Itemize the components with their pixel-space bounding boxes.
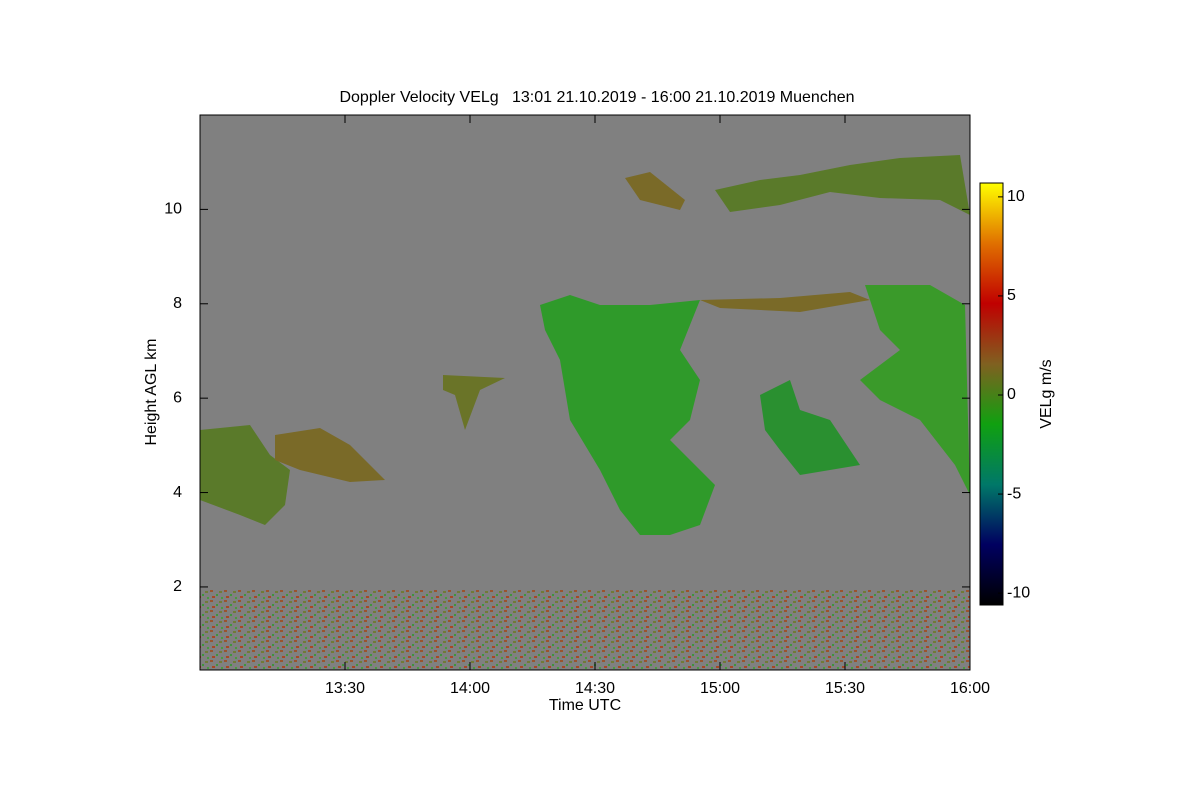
colorbar-tick-label: -5: [1007, 485, 1021, 502]
y-tick-label: 4: [173, 484, 182, 501]
x-tick-label: 15:30: [825, 680, 865, 697]
y-tick-label: 10: [164, 201, 182, 218]
colorbar-label: VELg m/s: [1038, 359, 1055, 428]
x-tick-label: 15:00: [700, 680, 740, 697]
y-axis-label: Height AGL km: [143, 338, 160, 445]
x-axis-label: Time UTC: [549, 697, 621, 714]
x-tick-label: 14:30: [575, 680, 615, 697]
echo-region: [700, 292, 870, 312]
y-tick-label: 2: [173, 578, 182, 595]
y-tick-label: 6: [173, 389, 182, 406]
y-tick-label: 8: [173, 295, 182, 312]
chart-title: Doppler Velocity VELg 13:01 21.10.2019 -…: [339, 89, 854, 106]
echo-region: [275, 428, 385, 482]
echo-region: [860, 285, 970, 495]
colorbar: [979, 182, 1004, 606]
echo-regions: [200, 155, 970, 670]
echo-region: [760, 380, 860, 475]
colorbar-tick-label: -10: [1007, 584, 1030, 601]
colorbar-tick-label: 0: [1007, 386, 1016, 403]
colorbar-tick-label: 10: [1007, 188, 1025, 205]
x-tick-label: 16:00: [950, 680, 990, 697]
x-tick-label: 13:30: [325, 680, 365, 697]
x-tick-label: 14:00: [450, 680, 490, 697]
echo-region: [443, 375, 505, 430]
plot-frame: [199, 114, 971, 671]
echo-region: [200, 425, 290, 525]
echo-region: [715, 155, 970, 215]
boundary-layer-echo: [200, 590, 970, 670]
echo-region: [540, 295, 715, 535]
echo-region: [625, 172, 685, 210]
colorbar-tick-label: 5: [1007, 287, 1016, 304]
